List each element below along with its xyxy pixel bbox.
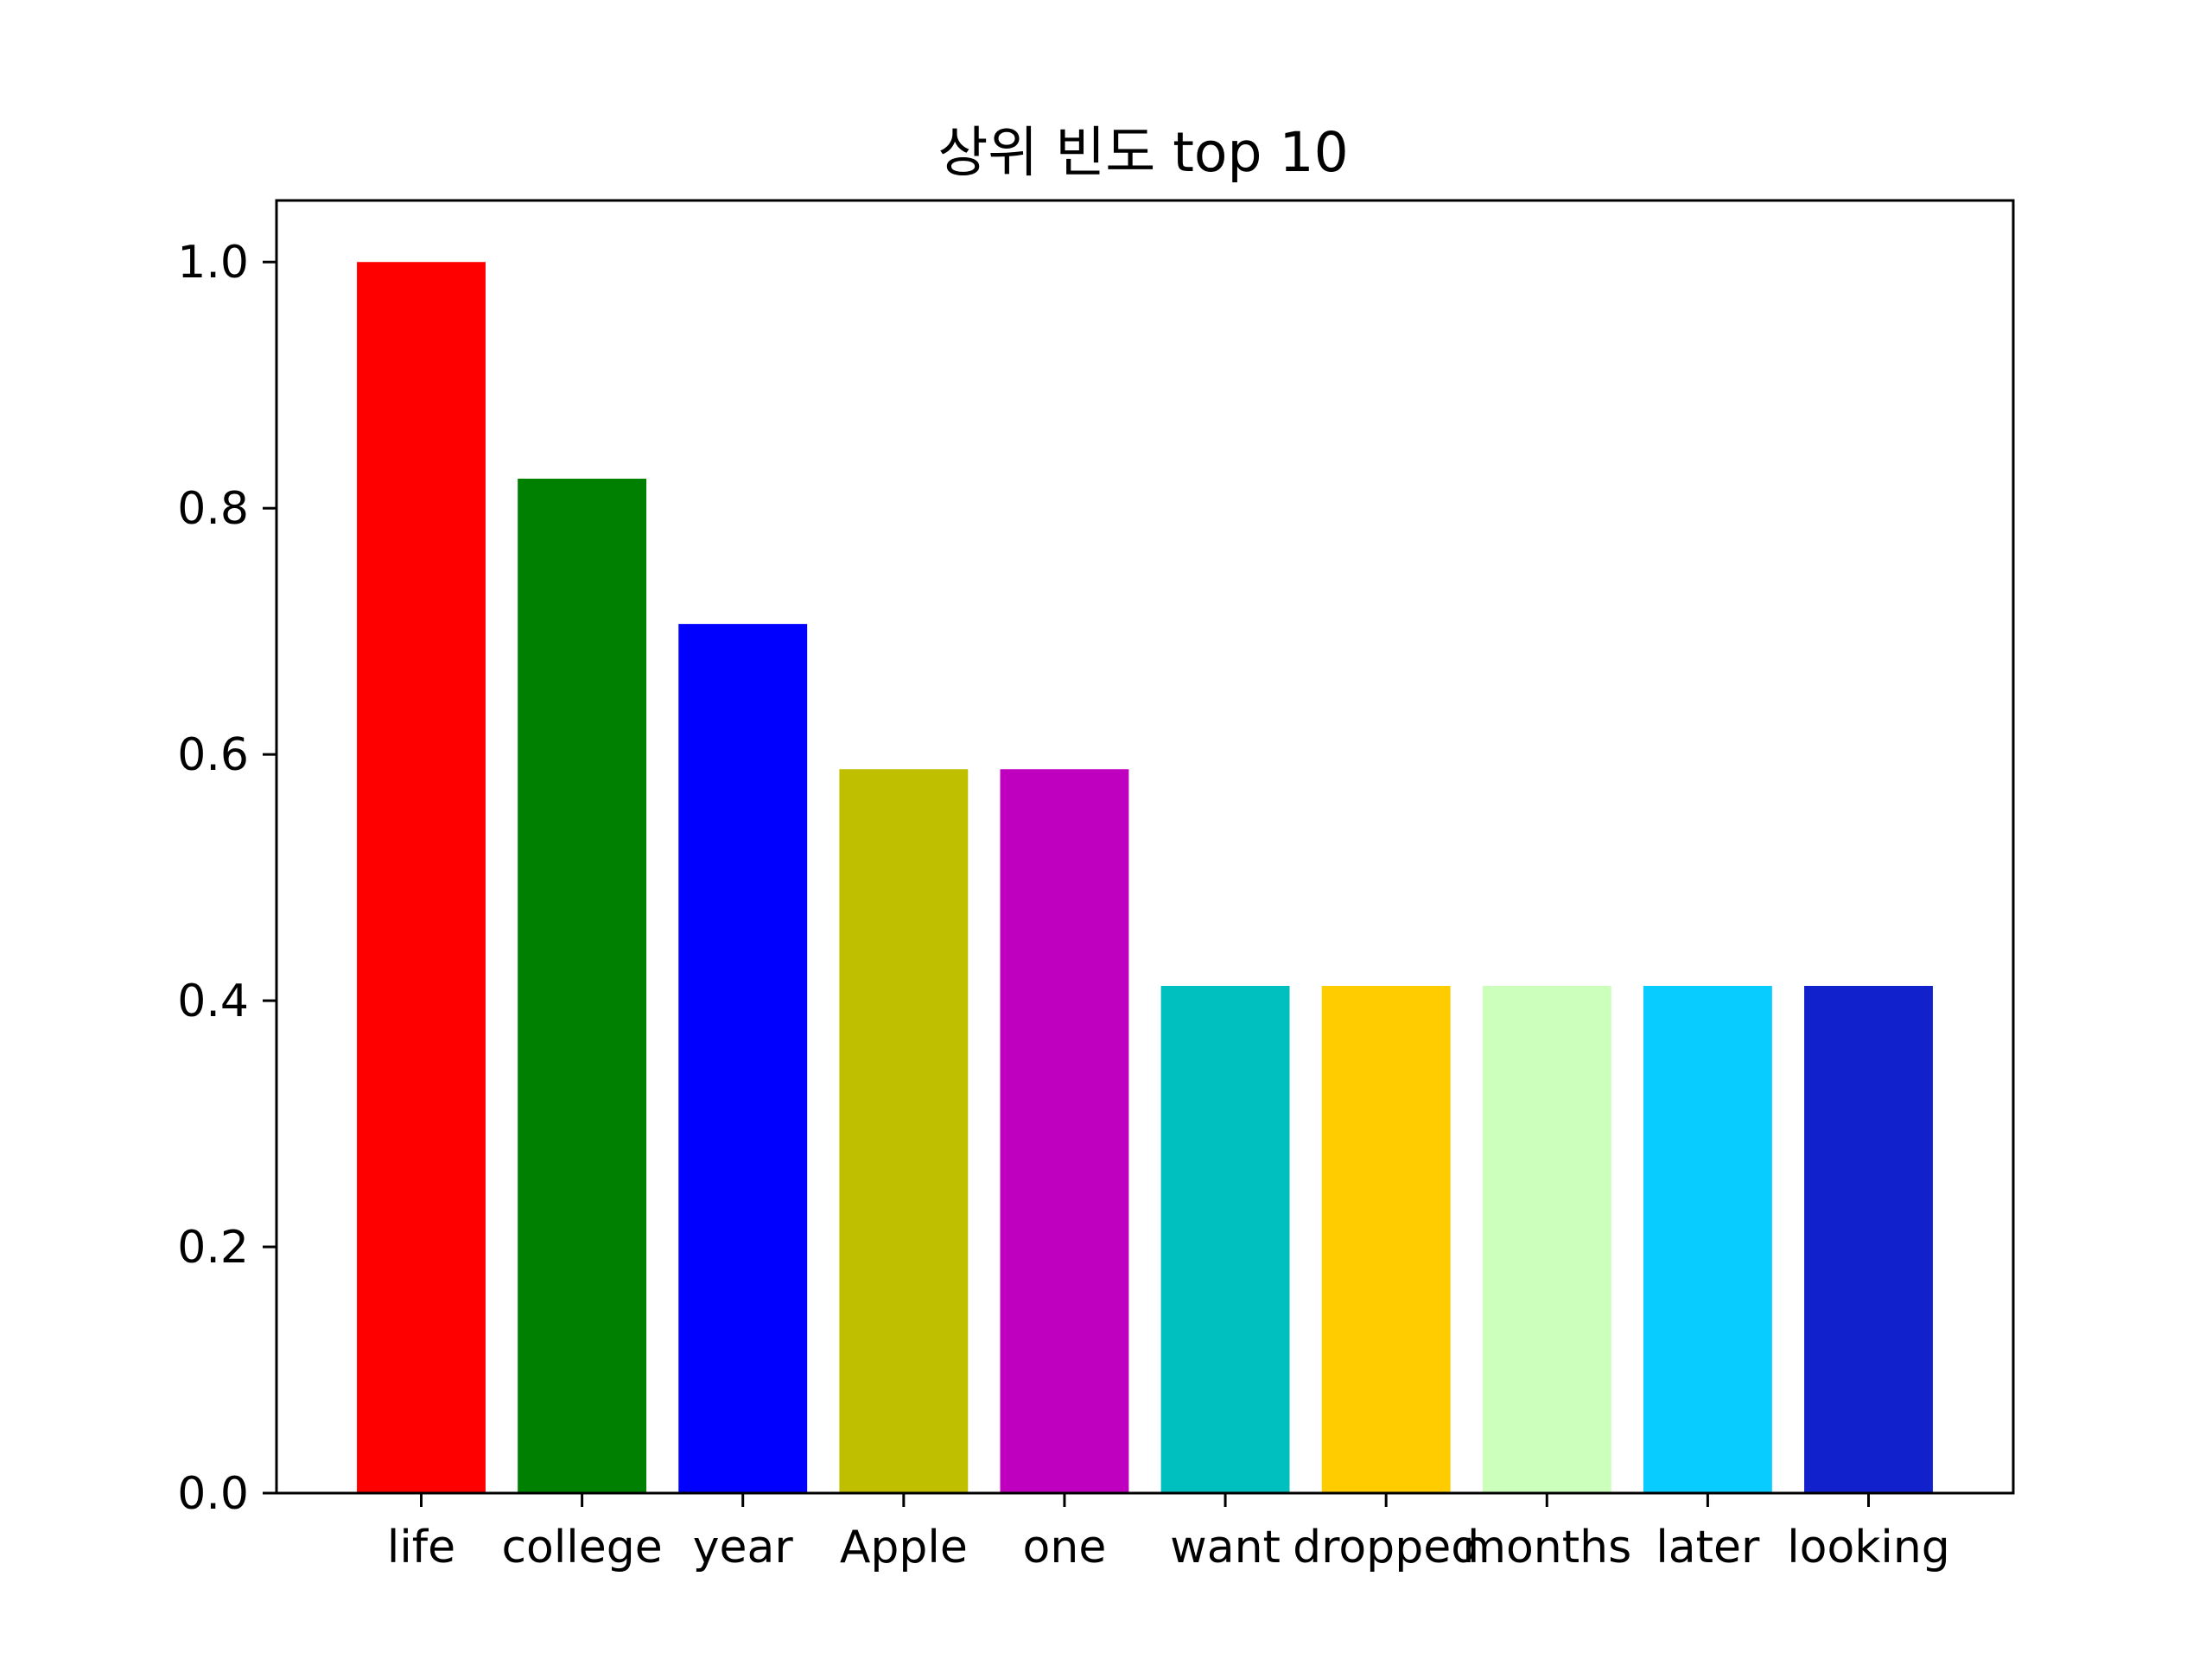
bar-looking (1804, 985, 1933, 1493)
x-tick-label: later (1656, 1522, 1760, 1573)
bar-one (1000, 769, 1129, 1493)
y-axis: 0.0 0.2 0.4 0.6 0.8 1.0 (177, 237, 276, 1520)
x-tick-label: want (1170, 1522, 1281, 1573)
x-tick-label: college (501, 1522, 662, 1573)
bar-later (1643, 985, 1772, 1493)
bar-year (678, 624, 808, 1493)
y-tick-label: 1.0 (177, 237, 249, 289)
x-tick-label: dropped (1293, 1522, 1479, 1573)
bar-want (1160, 985, 1290, 1493)
x-tick-label: looking (1787, 1522, 1950, 1573)
x-tick-label: one (1023, 1522, 1107, 1573)
y-tick-label: 0.0 (177, 1468, 249, 1520)
y-tick-label: 0.8 (177, 483, 249, 535)
bar-apple (839, 769, 969, 1493)
x-tick-label: life (387, 1522, 455, 1573)
bars-layer (357, 262, 1933, 1494)
plot-frame (275, 199, 2015, 1495)
bar-college (518, 478, 647, 1493)
y-tick-label: 0.2 (177, 1222, 249, 1274)
bar-life (357, 262, 486, 1494)
x-tick-label: year (693, 1522, 794, 1573)
x-tick-label: months (1462, 1522, 1631, 1573)
y-tick-label: 0.6 (177, 729, 249, 781)
x-tick-label: Apple (840, 1522, 968, 1573)
bar-dropped (1321, 985, 1451, 1493)
x-axis: life college year Apple one want droppedmonths… (387, 1493, 1950, 1573)
y-tick-label: 0.4 (177, 976, 249, 1027)
bar-months (1482, 985, 1611, 1493)
chart-title: 상위 빈도 top 10 (938, 121, 1348, 184)
